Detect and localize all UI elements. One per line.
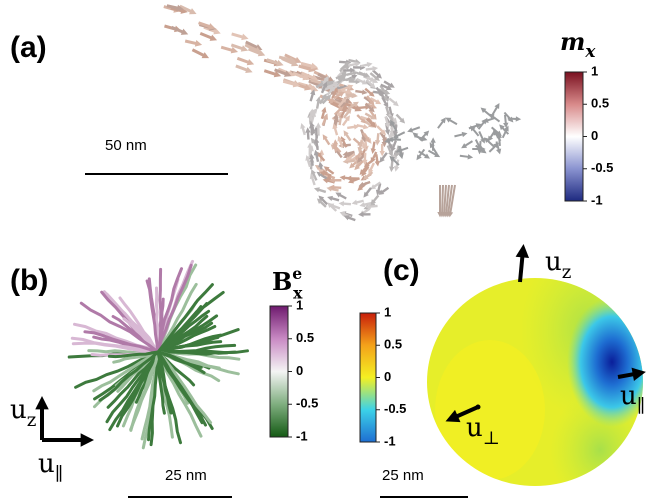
symbol: B (272, 267, 292, 296)
colorbar-tick-label: 0.5 (591, 96, 609, 111)
symbol: u (620, 381, 637, 411)
panel-label: (a) (10, 31, 47, 64)
symbol: u (38, 449, 55, 479)
panel-label: (b) (10, 264, 48, 297)
colorbar-tick-label: 0 (296, 363, 303, 378)
scale-bar-label: 25 nm (382, 467, 424, 484)
arrow-head (367, 62, 373, 67)
arrow-head (342, 151, 348, 156)
colorbar-tick-label: 1 (384, 304, 391, 319)
arrow-head (195, 40, 202, 47)
arrow-head (323, 178, 329, 183)
scale-bar-label: 25 nm (165, 467, 207, 484)
panel-label: (c) (383, 254, 420, 287)
arrow-head (375, 140, 380, 146)
arrow-head (314, 187, 320, 192)
colorbar-tick-label: -1 (591, 192, 603, 207)
colorbar (360, 313, 376, 442)
arrow-head (241, 34, 248, 41)
arrow-head (468, 154, 474, 159)
arrow-head (496, 149, 501, 155)
math-label: u∥ (38, 449, 63, 485)
colorbar-tick-label: 1 (591, 63, 598, 78)
arrow-head (516, 244, 529, 258)
colorbar (270, 306, 288, 437)
arrow-head (208, 23, 215, 29)
math-label: Bex (272, 264, 303, 302)
arrow-head (339, 201, 345, 206)
arrow-head (398, 153, 403, 159)
math-label: uz (545, 247, 571, 283)
colorbar-tick-label: 0.5 (296, 330, 314, 345)
superscript: e (292, 264, 302, 283)
arrow-head (276, 60, 283, 66)
arrow-head (394, 166, 399, 172)
arrow-head (300, 123, 305, 129)
math-label: uz (10, 395, 36, 431)
colorbar-tick-label: -0.5 (384, 401, 406, 416)
axis-origin (476, 405, 481, 410)
arrow-head (389, 167, 394, 173)
colorbar-tick-label: -1 (384, 433, 396, 448)
subscript: ⊥ (483, 428, 500, 449)
colorbar (565, 72, 583, 201)
arrow-head (81, 433, 94, 447)
arrow-head (358, 212, 363, 217)
arrow-head (372, 66, 378, 71)
colorbar-tick-label: 0 (591, 128, 598, 143)
symbol: m (560, 27, 585, 56)
colorbar-tick-label: -1 (296, 428, 308, 443)
arrow-head (321, 107, 326, 113)
colorbar-tick-label: 0 (384, 369, 391, 384)
symbol: u (10, 395, 27, 425)
subscript: x (584, 41, 596, 61)
symbol: u (466, 413, 483, 443)
colorbar-tick-label: -0.5 (591, 160, 613, 175)
scale-bar-label: 50 nm (105, 137, 147, 154)
arrow-head (316, 122, 321, 127)
arrow-head (359, 202, 365, 207)
symbol: u (545, 247, 562, 277)
arrow-head (35, 396, 49, 409)
subscript: z (27, 410, 37, 431)
yellow-core (435, 340, 545, 480)
math-label: mx (560, 27, 596, 61)
subscript: ∥ (637, 396, 645, 417)
colorbar-tick-label: -0.5 (296, 396, 318, 411)
arrow-shaft (442, 185, 443, 215)
arrow-head (327, 196, 333, 201)
arrow-head (516, 116, 521, 121)
figure: (a)50 nm10.50-0.5-1mx(b)25 nm10.50-0.5-1… (0, 0, 648, 504)
subscript: z (562, 262, 572, 283)
arrow-head (375, 161, 380, 167)
colorbar-tick-label: 0.5 (384, 337, 402, 352)
arrow-head (352, 200, 358, 205)
subscript: x (293, 283, 303, 302)
arrow-head (318, 162, 323, 168)
arrow-head (430, 137, 435, 142)
subscript: ∥ (55, 464, 63, 485)
arrow-head (462, 132, 468, 137)
